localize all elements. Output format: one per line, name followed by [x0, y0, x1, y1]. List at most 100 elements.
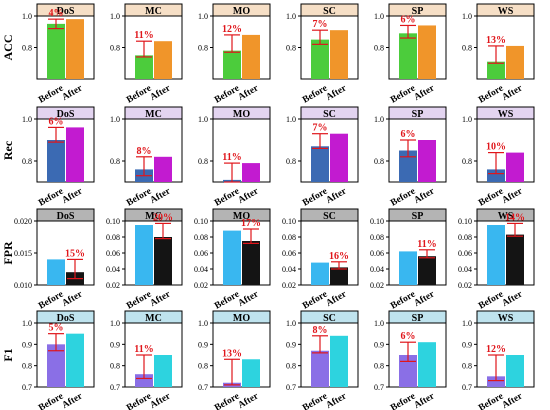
y-tick-label-f1-sc-0: 0.7 [286, 383, 296, 392]
improvement-label-f1-mc: 11% [134, 344, 153, 355]
panel-frame-rec-dos [36, 118, 95, 183]
panel-title-fpr-mo: MO [233, 211, 250, 222]
improvement-label-acc-mc: 11% [134, 30, 153, 41]
bar-fpr-mc-after [154, 237, 172, 285]
y-tick-label-fpr-mo-1: 0.04 [194, 265, 208, 274]
bar-rec-mo-after [242, 163, 260, 182]
panel-title-rec-mo: MO [233, 109, 250, 120]
panel-frame-f1-sp [388, 322, 447, 388]
y-tick-label-fpr-sc-3: 0.08 [282, 233, 296, 242]
panel-frame-acc-sc [300, 15, 359, 80]
y-tick-label-rec-dos-0: 0.8 [22, 157, 32, 166]
bar-f1-mc-before [135, 374, 153, 387]
bar-fpr-sp-before [399, 251, 417, 285]
bar-f1-ws-after [506, 355, 524, 387]
y-tick-label-fpr-mc-0: 0.02 [106, 281, 120, 290]
y-tick-label-f1-dos-1: 0.8 [22, 362, 32, 371]
panel-title-rec-sc: SC [323, 109, 336, 120]
improvement-label-f1-sp: 6% [401, 331, 416, 342]
y-tick-label-f1-mo-1: 0.8 [198, 362, 208, 371]
y-tick-label-rec-mo-1: 1.0 [198, 115, 208, 124]
y-tick-label-acc-dos-1: 1.0 [22, 12, 32, 21]
x-tick-label-f1-dos-after: After [61, 391, 85, 410]
y-tick-label-fpr-mo-0: 0.02 [194, 281, 208, 290]
panel-frame-fpr-sp [388, 220, 447, 286]
panel-frame-fpr-mc [124, 220, 183, 286]
improvement-label-acc-dos: 4% [49, 8, 64, 19]
y-tick-label-rec-sc-0: 0.8 [286, 157, 296, 166]
x-tick-label-rec-mo-after: After [237, 186, 261, 206]
bar-rec-sc-before [311, 146, 329, 182]
x-tick-label-acc-ws-after: After [501, 83, 525, 103]
improvement-label-rec-sp: 6% [401, 129, 416, 140]
panel-title-acc-ws: WS [498, 6, 514, 17]
panel-frame-rec-ws [476, 118, 535, 183]
improvement-label-rec-dos: 6% [49, 116, 64, 127]
bar-f1-sp-before [399, 355, 417, 387]
y-tick-label-fpr-dos-1: 0.015 [14, 249, 32, 258]
x-tick-label-fpr-sc-after: After [325, 289, 349, 309]
bar-f1-dos-before [47, 344, 65, 387]
y-tick-label-f1-mc-1: 0.8 [110, 362, 120, 371]
y-tick-label-fpr-mc-4: 0.10 [106, 217, 120, 226]
bar-fpr-sc-before [311, 262, 329, 285]
improvement-label-acc-ws: 13% [486, 35, 506, 46]
bar-acc-sc-before [311, 39, 329, 79]
panel-title-f1-mo: MO [233, 313, 250, 324]
y-tick-label-fpr-ws-3: 0.08 [458, 233, 472, 242]
panel-title-fpr-sc: SC [323, 211, 336, 222]
y-tick-label-f1-dos-0: 0.7 [22, 383, 32, 392]
y-tick-label-fpr-sp-4: 0.10 [370, 217, 384, 226]
bar-f1-sp-after [418, 342, 436, 387]
y-tick-label-fpr-sp-1: 0.04 [370, 265, 384, 274]
panel-title-acc-mo: MO [233, 6, 250, 17]
panel-frame-acc-sp [388, 15, 447, 80]
y-tick-label-fpr-sc-0: 0.02 [282, 281, 296, 290]
y-tick-label-f1-dos-2: 0.9 [22, 340, 32, 349]
y-tick-label-f1-sp-0: 0.7 [374, 383, 384, 392]
panel-frame-acc-mc [124, 15, 183, 80]
bar-rec-sp-after [418, 140, 436, 182]
x-tick-label-fpr-mo-after: After [237, 289, 261, 309]
y-tick-label-acc-sp-1: 1.0 [374, 12, 384, 21]
improvement-label-fpr-mo: 17% [241, 218, 261, 229]
panel-frame-f1-sc [300, 322, 359, 388]
y-tick-label-fpr-ws-4: 0.10 [458, 217, 472, 226]
panel-frame-rec-sc [300, 118, 359, 183]
x-tick-label-f1-sc-after: After [325, 391, 349, 410]
improvement-label-rec-ws: 10% [486, 142, 506, 153]
improvement-label-fpr-mc: 20% [153, 212, 173, 223]
y-tick-label-acc-sc-1: 1.0 [286, 12, 296, 21]
bar-rec-mc-after [154, 156, 172, 182]
panel-title-acc-sp: SP [412, 6, 424, 17]
x-tick-label-f1-mc-after: After [149, 391, 173, 410]
bar-fpr-mo-after [242, 241, 260, 285]
x-tick-label-acc-mc-after: After [149, 83, 173, 103]
x-tick-label-rec-sp-after: After [413, 186, 437, 206]
x-tick-label-f1-sp-before: Before [389, 392, 417, 410]
y-tick-label-fpr-mo-3: 0.08 [194, 233, 208, 242]
x-tick-label-f1-ws-after: After [501, 391, 525, 410]
panel-frame-rec-mc [124, 118, 183, 183]
bar-fpr-ws-before [487, 225, 505, 285]
y-tick-label-rec-sp-1: 1.0 [374, 115, 384, 124]
y-tick-label-fpr-sc-1: 0.04 [282, 265, 296, 274]
bar-acc-sc-after [330, 30, 348, 79]
bar-f1-ws-before [487, 376, 505, 387]
bar-acc-ws-before [487, 61, 505, 79]
x-tick-label-f1-mo-after: After [237, 391, 261, 410]
y-tick-label-f1-sp-2: 0.9 [374, 340, 384, 349]
panel-frame-f1-dos [36, 322, 95, 388]
x-tick-label-fpr-mc-after: After [149, 289, 173, 309]
panel-title-f1-ws: WS [498, 313, 514, 324]
y-tick-label-f1-ws-1: 0.8 [462, 362, 472, 371]
y-tick-label-fpr-mc-2: 0.06 [106, 249, 120, 258]
y-tick-label-fpr-mo-2: 0.06 [194, 249, 208, 258]
y-tick-label-f1-sp-3: 1.0 [374, 319, 384, 328]
bar-rec-dos-before [47, 140, 65, 182]
bar-acc-sp-before [399, 33, 417, 79]
y-tick-label-f1-dos-3: 1.0 [22, 319, 32, 328]
y-tick-label-fpr-sp-2: 0.06 [370, 249, 384, 258]
bar-f1-sc-before [311, 350, 329, 387]
